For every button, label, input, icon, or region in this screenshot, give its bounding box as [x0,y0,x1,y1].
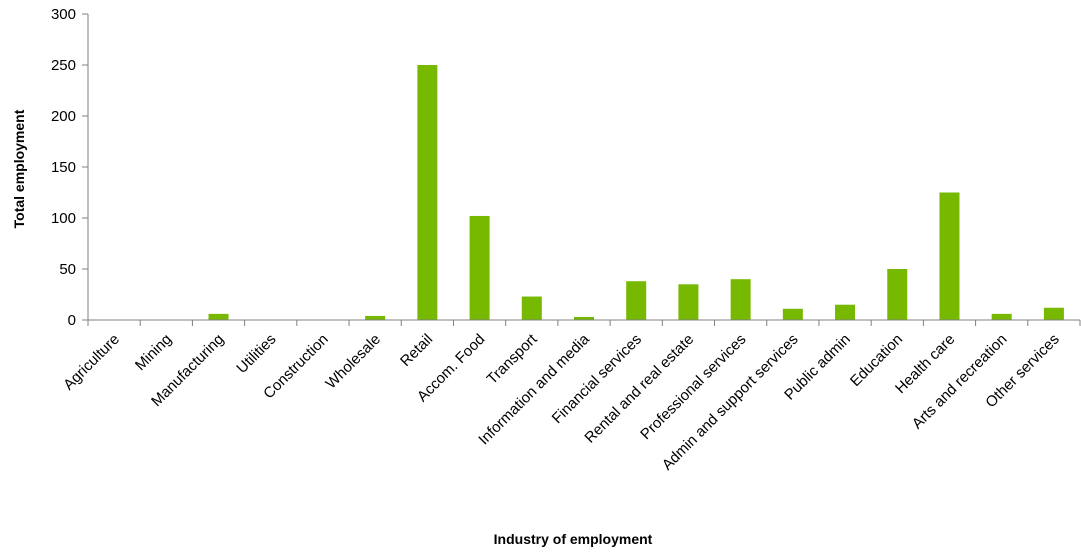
y-tick-label: 300 [51,6,76,23]
y-axis-ticks: 0 50 100 150 200 250 300 [51,6,88,329]
bar-accom-food [469,215,490,320]
x-tick-label: Arts and recreation [909,331,1011,433]
y-tick-label: 150 [51,159,76,176]
bar-transport [521,296,542,320]
bar-financial-services [626,281,647,320]
bar-public-admin [835,304,856,320]
x-tick-label: Agriculture [60,331,123,394]
y-tick-label: 0 [68,312,76,329]
bars [208,65,1064,320]
bar-rental-and-real-estate [678,284,699,320]
bar-education [887,269,908,320]
bar-admin-and-support-services [782,308,803,320]
x-tick-label: Mining [132,331,175,374]
y-tick-label: 50 [59,261,76,278]
bar-retail [417,65,438,320]
bar-health-care [939,192,960,320]
x-tick-label: Financial services [549,331,645,427]
bar-manufacturing [208,313,229,320]
x-axis-title: Industry of employment [494,531,653,547]
y-tick-label: 250 [51,57,76,74]
x-tick-label: Utilities [233,331,279,377]
x-tick-label: Retail [397,331,436,370]
y-axis-title: Total employment [11,109,27,228]
bar-wholesale [365,315,386,320]
y-tick-label: 100 [51,210,76,227]
bar-information-and-media [574,316,594,320]
bar-arts-and-recreation [991,313,1012,320]
bar-professional-services [730,279,751,320]
bar-other-services [1043,307,1064,320]
y-tick-label: 200 [51,108,76,125]
x-tick-label: Wholesale [322,331,384,393]
